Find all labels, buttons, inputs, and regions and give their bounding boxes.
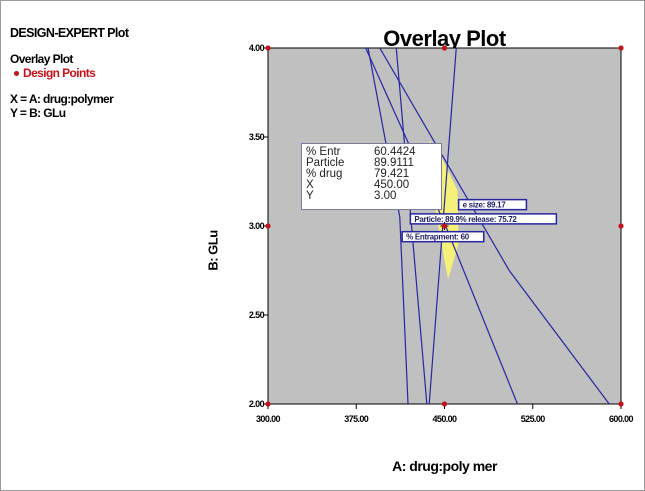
design-point xyxy=(441,45,448,51)
x-tick-label: 375.00 xyxy=(344,414,369,424)
flag-label: Particle: 89.9% release: 75.72 xyxy=(414,215,517,224)
x-tick-label: 450.00 xyxy=(433,414,458,424)
y-axis-label: B: GLu xyxy=(205,230,221,271)
flag-box xyxy=(401,230,485,243)
design-point xyxy=(265,45,271,51)
flag-box xyxy=(457,198,528,211)
x-tick-label: 525.00 xyxy=(521,414,546,424)
contour-line-5 xyxy=(379,48,610,404)
x-factor-label: X = A: drug:polymer xyxy=(10,92,114,106)
tooltip-value: 3.00 xyxy=(374,190,397,202)
design-point xyxy=(618,223,624,229)
flag-label: e size: 89.17 xyxy=(463,201,507,210)
design-point xyxy=(265,401,271,407)
design-point xyxy=(618,401,624,407)
point-tooltip: % Entr 60.4424 Particle 89.9111 % drug 79.4… xyxy=(301,143,442,210)
x-tick-label: 600.00 xyxy=(609,414,634,424)
tooltip-row: % drug 79.421 xyxy=(306,168,441,180)
flag-label: % Entrapment: 60 xyxy=(406,233,470,242)
tooltip-label: Particle xyxy=(306,157,345,169)
tooltip-row: % Entr 60.4424 xyxy=(306,146,441,158)
y-tick-label: 3.00 xyxy=(249,221,265,231)
tooltip-row: X 450.00 xyxy=(306,179,441,191)
design-expert-header: DESIGN-EXPERT Plot xyxy=(10,26,129,40)
x-tick-label: 300.00 xyxy=(256,414,281,424)
tooltip-value: 450.00 xyxy=(374,179,410,191)
tooltip-value: 79.421 xyxy=(374,168,410,180)
tooltip-label: X xyxy=(306,179,314,191)
tooltip-row: Y 3.00 xyxy=(306,190,441,202)
design-point xyxy=(618,45,624,51)
design-point xyxy=(265,223,271,229)
design-sidebar: DESIGN-EXPERT Plot Overlay Plot Design P… xyxy=(10,26,129,120)
design-point xyxy=(441,223,448,229)
y-tick-label: 2.50 xyxy=(249,310,265,320)
tooltip-value: 60.4424 xyxy=(374,146,416,158)
contour-line-1 xyxy=(367,48,409,404)
contour-line-2 xyxy=(395,48,428,404)
x-axis-label: A: drug:poly mer xyxy=(392,458,497,474)
tooltip-label: % drug xyxy=(306,168,343,180)
design-point-dot-icon xyxy=(14,71,19,77)
tooltip-label: Y xyxy=(306,190,314,202)
design-point xyxy=(441,401,448,407)
y-tick-label: 2.00 xyxy=(249,399,265,409)
legend-design-points: Design Points xyxy=(10,66,128,80)
y-tick-label: 4.00 xyxy=(249,43,265,53)
y-factor-label: Y = B: GLu xyxy=(10,106,66,120)
plot-name-label: Overlay Plot xyxy=(10,52,73,66)
tooltip-row: Particle 89.9111 xyxy=(306,157,441,169)
flag-box xyxy=(409,213,558,225)
legend-design-points-label: Design Points xyxy=(23,66,96,80)
tooltip-label: % Entr xyxy=(306,146,341,158)
tooltip-value: 89.9111 xyxy=(374,157,414,169)
y-tick-label: 3.50 xyxy=(249,132,265,142)
